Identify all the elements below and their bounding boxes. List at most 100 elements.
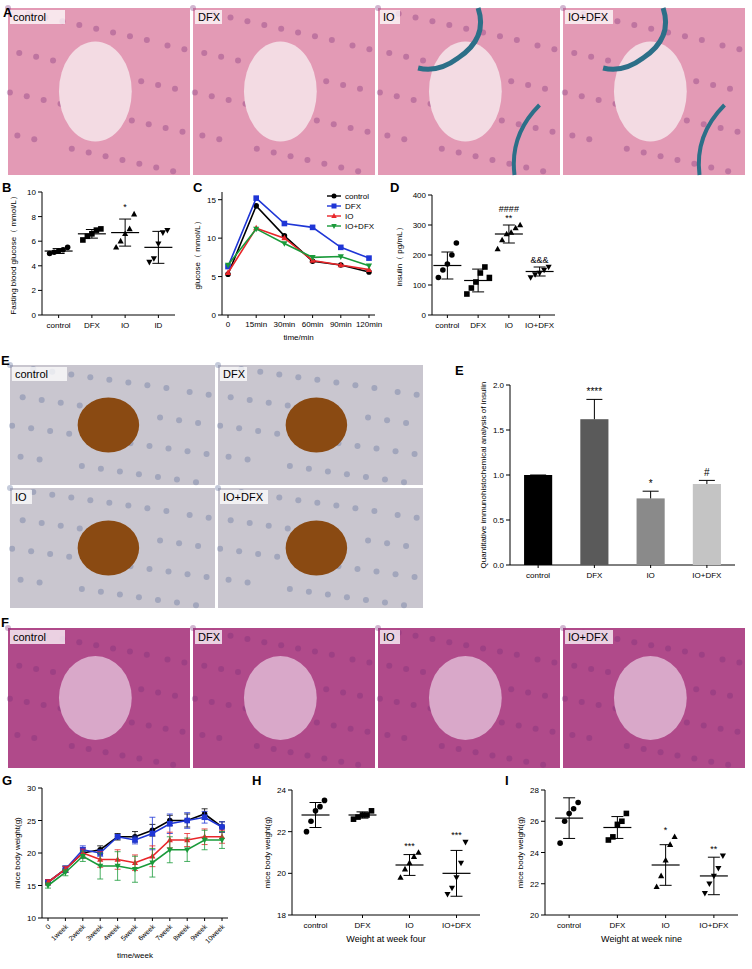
cell [266,400,272,406]
data-point [528,275,534,281]
cell [87,497,93,503]
label-bg [220,490,268,504]
image-label: IO [383,631,395,643]
data-point [720,853,726,859]
cell [166,446,172,452]
data-point [225,269,231,275]
islet [59,656,132,740]
x-tick [135,918,136,921]
x-tick [508,315,509,318]
cell [439,743,445,749]
panel-label: F [1,615,9,630]
cell [534,656,540,662]
cell [304,752,310,758]
cell [110,645,116,651]
x-tick-label: IO+DFX [692,571,722,580]
cell [579,699,585,705]
islet [78,397,139,452]
cell [596,702,602,708]
cell [79,586,85,592]
y-tick-label: 20 [277,869,286,878]
image-label: IO+DFX [223,491,264,503]
x-tick [117,918,118,921]
cell [641,149,647,155]
error-bar [80,851,86,861]
cell [117,592,123,598]
micrograph [218,488,423,608]
data-point [444,892,450,898]
cell [185,571,191,577]
cell [708,759,714,765]
cell [50,669,56,675]
cell [413,633,419,639]
cell [218,666,224,672]
x-axis-title: time/week [117,951,154,960]
x-tick [617,915,618,918]
cell [489,752,495,758]
error-bar [708,857,720,895]
cell [463,26,469,32]
y-tick [506,430,510,431]
x-tick-label: DFX [586,571,603,580]
cell [103,153,109,159]
cell [323,78,329,84]
cell [366,660,372,666]
cell [163,125,169,131]
cell [39,397,45,403]
cell [363,474,369,480]
x-tick-label: IO [505,321,513,330]
x-tick-label: 7week [154,922,174,942]
cell [413,14,419,20]
data-point [65,245,71,251]
data-point [575,800,581,806]
cell [235,58,241,64]
y-tick [428,225,432,226]
cell [179,729,185,735]
y-tick [288,915,292,916]
y-tick [541,852,545,853]
cell [533,125,539,131]
cell [163,385,169,391]
cell [352,382,358,388]
cell [278,642,284,648]
series-line [48,837,222,883]
y-tick [428,195,432,196]
y-tick-label: 18 [277,911,286,920]
y-tick [38,241,42,242]
cell [331,723,337,729]
cell [254,146,260,152]
cell [691,161,697,167]
islet [614,41,687,141]
x-tick [152,918,153,921]
data-point [624,811,630,817]
y-tick [506,385,510,386]
data-point [127,226,133,232]
plot-area [302,798,471,898]
x-tick [228,315,229,318]
cell [9,423,15,429]
cell [403,666,409,672]
x-tick [594,565,595,568]
data-point [672,834,678,840]
panel-label: E [1,353,10,368]
cell [209,699,215,705]
cell [228,633,234,639]
cell [144,382,150,388]
data-point [225,263,231,269]
x-tick [65,918,66,921]
data-point [454,240,460,246]
image-label: DFX [223,368,246,380]
x-tick [187,918,188,921]
legend-label: IO+DFX [345,222,375,231]
x-tick-label: 120min [356,320,382,329]
label-bg [195,10,222,24]
y-tick-label: 0.0 [493,561,505,570]
cell [7,89,13,95]
cell [516,121,522,127]
cell [395,389,401,395]
label-bg [12,367,67,381]
data-point [338,254,344,260]
cell [333,503,339,509]
cell [727,693,733,699]
iron-deposit [514,105,540,175]
